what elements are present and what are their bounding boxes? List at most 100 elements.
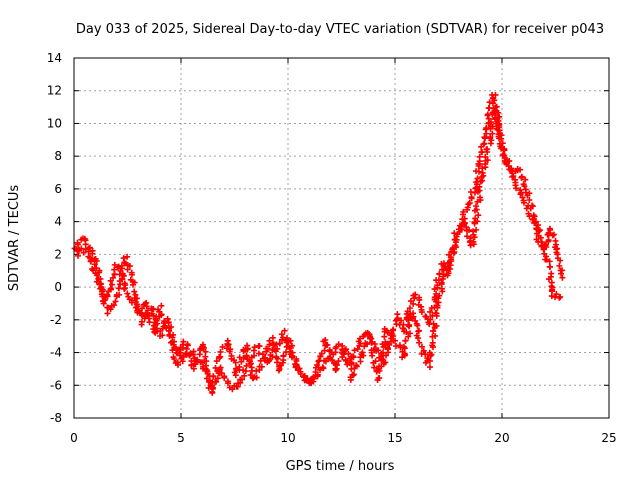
- y-tick-label: -8: [50, 411, 62, 425]
- data-point: [517, 166, 524, 173]
- data-point: [381, 333, 388, 340]
- data-point: [255, 343, 262, 350]
- data-point: [283, 335, 290, 342]
- data-point: [93, 272, 100, 279]
- data-point: [524, 192, 531, 199]
- data-point: [126, 263, 133, 270]
- data-point: [115, 285, 122, 292]
- data-point: [316, 357, 323, 364]
- data-point: [405, 317, 412, 324]
- data-point: [434, 302, 441, 309]
- data-point: [221, 374, 228, 381]
- data-point: [545, 237, 552, 244]
- data-point: [158, 302, 165, 309]
- x-tick-label: 25: [601, 431, 616, 445]
- data-point: [293, 364, 300, 371]
- data-point: [112, 298, 119, 305]
- data-point: [150, 306, 157, 313]
- data-point: [91, 261, 98, 268]
- data-point: [383, 327, 390, 334]
- data-point: [394, 315, 401, 322]
- data-point: [438, 279, 445, 286]
- data-point: [274, 359, 281, 366]
- data-point: [232, 359, 239, 366]
- data-point: [402, 337, 409, 344]
- data-point: [272, 348, 279, 355]
- data-point: [138, 311, 145, 318]
- data-point: [208, 382, 215, 389]
- data-point: [492, 91, 499, 98]
- data-point: [266, 337, 273, 344]
- data-point: [329, 357, 336, 364]
- y-tick-label: 6: [54, 182, 62, 196]
- data-point: [229, 386, 236, 393]
- data-point: [261, 355, 268, 362]
- data-point: [171, 355, 178, 362]
- data-point: [236, 363, 243, 370]
- data-point: [479, 149, 486, 156]
- data-point: [475, 212, 482, 219]
- y-tick-label: -6: [50, 378, 62, 392]
- data-point: [452, 242, 459, 249]
- data-point: [486, 99, 493, 106]
- data-point: [357, 335, 364, 342]
- data-point: [165, 319, 172, 326]
- data-point: [351, 347, 358, 354]
- data-point: [121, 285, 128, 292]
- data-point: [430, 327, 437, 334]
- data-point: [217, 348, 224, 355]
- data-point: [281, 327, 288, 334]
- data-point: [538, 239, 545, 246]
- data-point: [93, 278, 100, 285]
- data-point: [113, 291, 120, 298]
- data-point: [440, 271, 447, 278]
- data-point: [183, 346, 190, 353]
- data-point: [158, 311, 165, 318]
- data-point: [380, 349, 387, 356]
- data-point: [115, 263, 122, 270]
- data-point: [559, 267, 566, 274]
- data-point: [483, 124, 490, 131]
- data-point: [107, 306, 114, 313]
- data-point: [476, 153, 483, 160]
- data-point: [267, 352, 274, 359]
- data-point: [143, 303, 150, 310]
- data-point: [119, 270, 126, 277]
- data-point: [488, 119, 495, 126]
- data-point: [534, 222, 541, 229]
- data-point: [216, 353, 223, 360]
- data-point: [392, 337, 399, 344]
- data-point: [166, 332, 173, 339]
- data-point: [376, 363, 383, 370]
- data-point: [546, 258, 553, 265]
- x-axis-label: GPS time / hours: [286, 459, 395, 474]
- data-point: [359, 349, 366, 356]
- data-point: [287, 337, 294, 344]
- data-point: [390, 326, 397, 333]
- data-point: [110, 274, 117, 281]
- y-tick-label: -2: [50, 313, 62, 327]
- data-point: [200, 344, 207, 351]
- data-point: [548, 293, 555, 300]
- data-point: [388, 330, 395, 337]
- data-point: [427, 316, 434, 323]
- data-point: [97, 280, 104, 287]
- data-point: [425, 355, 432, 362]
- data-point: [557, 257, 564, 264]
- data-point: [212, 364, 219, 371]
- data-point: [487, 135, 494, 142]
- data-point: [472, 215, 479, 222]
- data-point: [467, 242, 474, 249]
- data-point: [90, 267, 97, 274]
- data-point: [473, 203, 480, 210]
- data-point: [518, 174, 525, 181]
- data-point: [545, 276, 552, 283]
- data-point: [393, 316, 400, 323]
- data-point: [209, 385, 216, 392]
- data-point: [282, 349, 289, 356]
- data-point: [134, 303, 141, 310]
- data-point: [186, 352, 193, 359]
- data-point: [464, 233, 471, 240]
- x-tick-label: 15: [387, 431, 402, 445]
- data-point: [536, 227, 543, 234]
